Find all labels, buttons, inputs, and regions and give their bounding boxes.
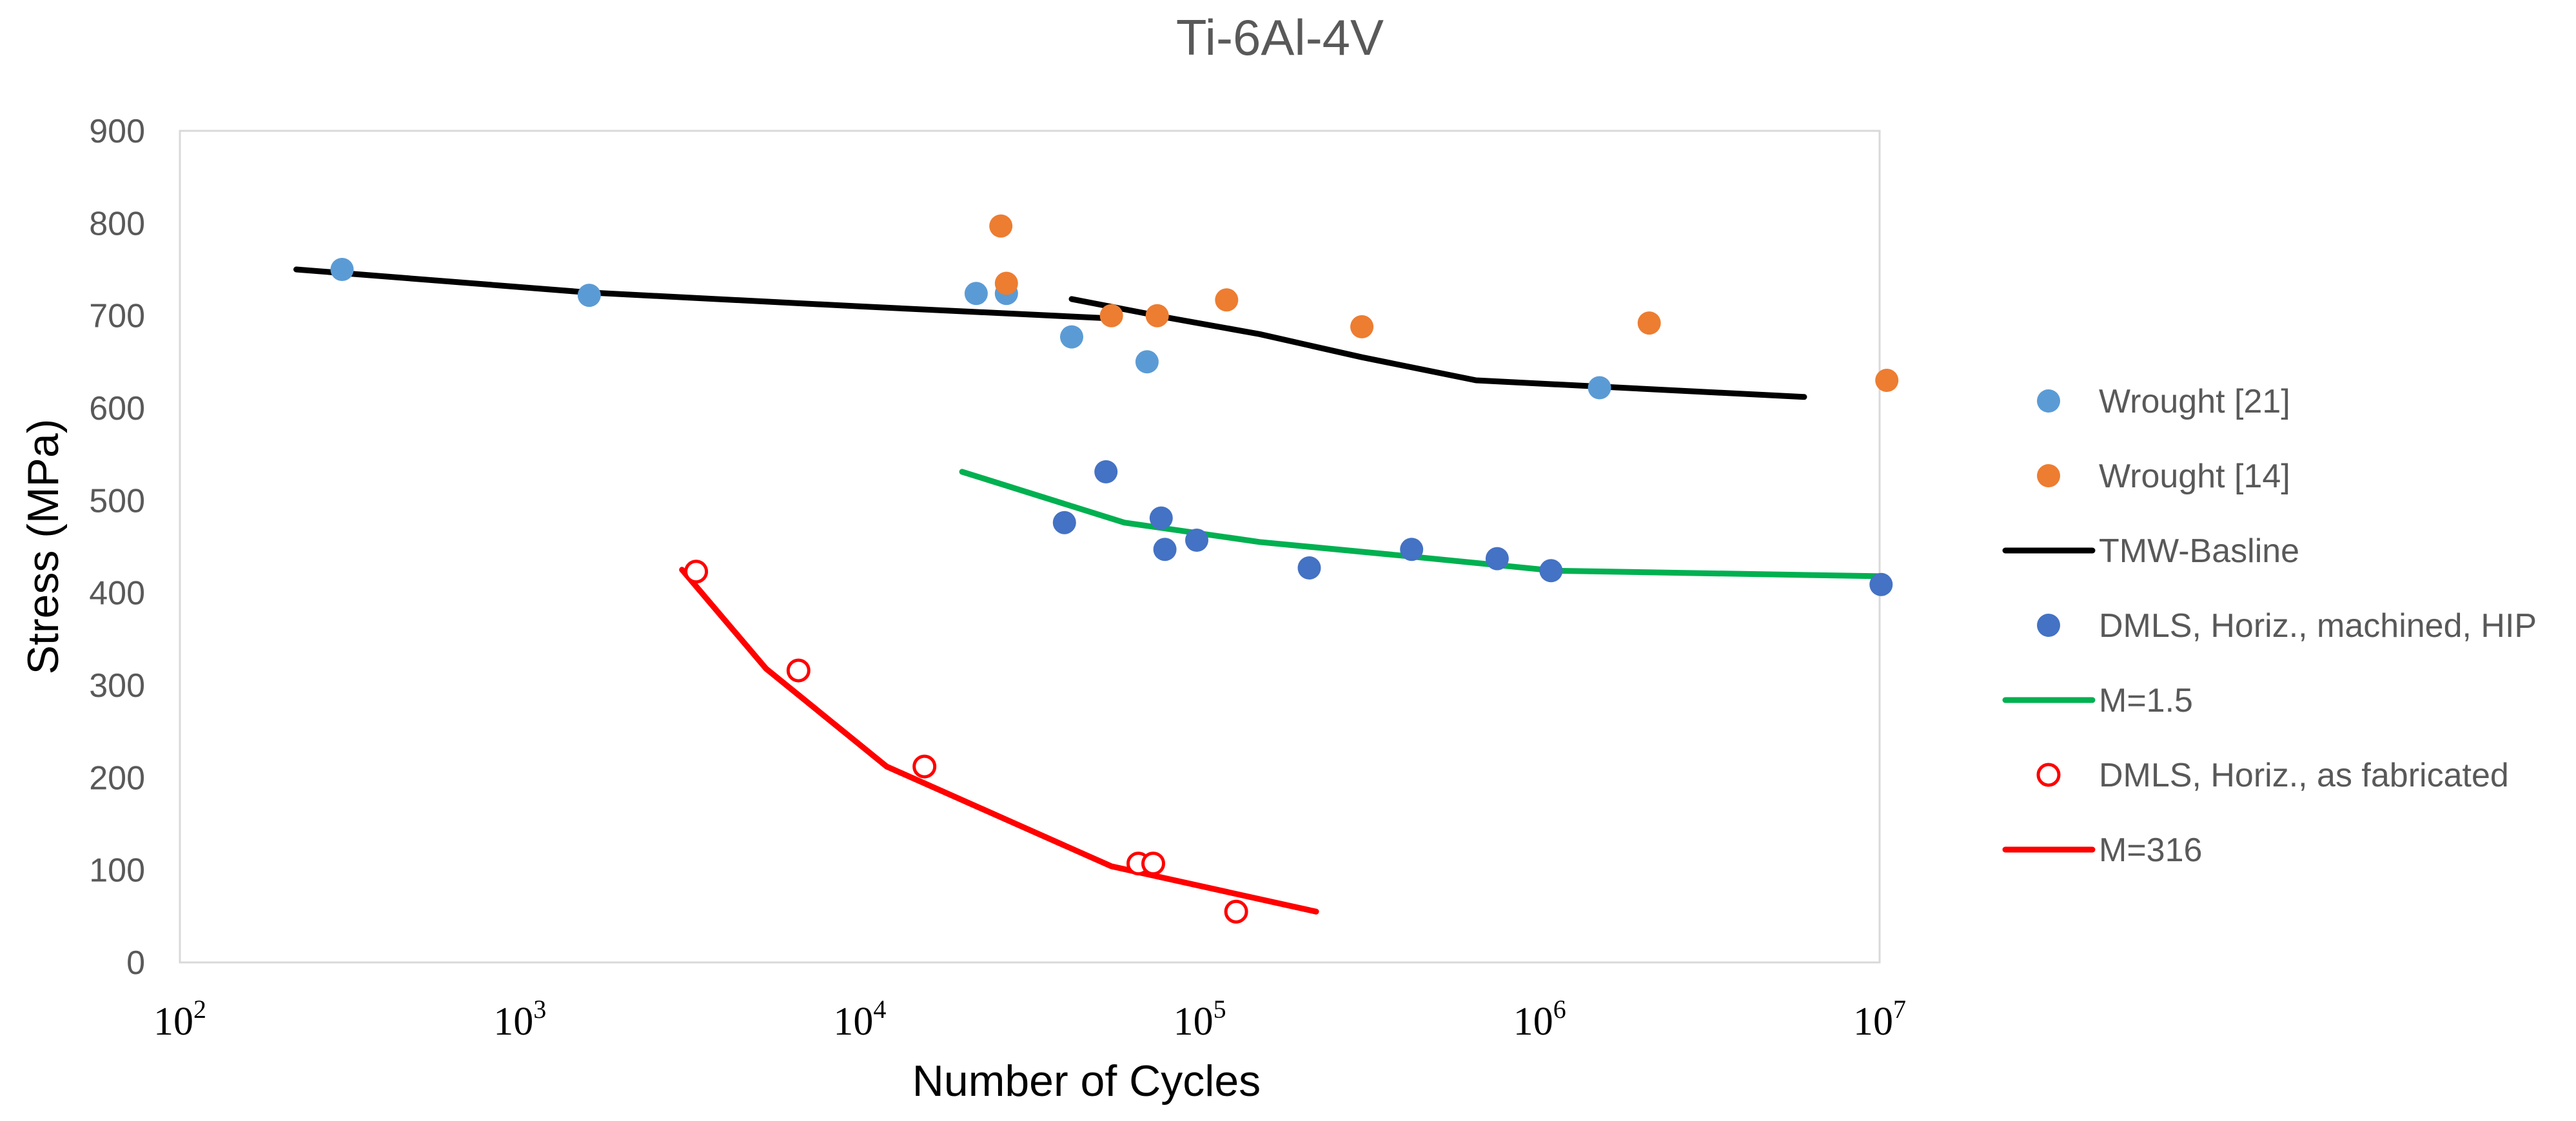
data-point bbox=[1350, 315, 1374, 338]
legend-item: M=1.5 bbox=[2002, 682, 2193, 719]
series-line-1 bbox=[959, 469, 1883, 580]
y-axis-ticks: 0 100 200 300 400 500 600 700 800 900 bbox=[89, 113, 145, 982]
y-tick-label: 800 bbox=[89, 205, 145, 242]
data-point bbox=[577, 284, 601, 307]
data-point bbox=[1141, 852, 1165, 876]
data-point bbox=[1875, 369, 1899, 392]
series-line-segment bbox=[293, 266, 1115, 322]
y-tick-label: 900 bbox=[89, 113, 145, 150]
legend-label: Wrought [21] bbox=[2099, 383, 2290, 420]
data-point bbox=[1869, 572, 1893, 596]
data-point bbox=[1149, 506, 1173, 530]
data-point bbox=[1400, 538, 1424, 561]
legend-label: Wrought [14] bbox=[2099, 458, 2290, 495]
x-tick-label: 103 bbox=[493, 995, 546, 1044]
y-tick-label: 700 bbox=[89, 298, 145, 335]
data-point bbox=[786, 658, 811, 683]
y-tick-label: 100 bbox=[89, 852, 145, 890]
legend-marker-swatch bbox=[2037, 614, 2060, 637]
legend-marker-swatch bbox=[2037, 389, 2060, 413]
y-tick-label: 300 bbox=[89, 667, 145, 705]
data-point bbox=[1588, 376, 1611, 400]
legend-item: Wrought [14] bbox=[2037, 458, 2290, 495]
data-point bbox=[684, 560, 709, 584]
legend-label: DMLS, Horiz., machined, HIP bbox=[2099, 607, 2537, 645]
x-tick-label: 102 bbox=[153, 995, 206, 1044]
plot-area bbox=[179, 130, 1881, 964]
legend-item: DMLS, Horiz., machined, HIP bbox=[2037, 607, 2537, 645]
data-point bbox=[1297, 556, 1321, 580]
data-point bbox=[1224, 899, 1248, 924]
data-point bbox=[964, 282, 988, 306]
y-tick-label: 200 bbox=[89, 759, 145, 797]
y-tick-label: 0 bbox=[126, 944, 145, 982]
legend-label: TMW-Basline bbox=[2099, 532, 2299, 570]
y-tick-label: 600 bbox=[89, 390, 145, 427]
legend-label: M=316 bbox=[2099, 832, 2202, 869]
legend-label: M=1.5 bbox=[2099, 682, 2193, 719]
series-markers-3 bbox=[684, 560, 1248, 924]
series-markers-1 bbox=[989, 214, 1899, 392]
x-tick-label: 107 bbox=[1853, 995, 1906, 1044]
x-tick-label: 104 bbox=[833, 995, 886, 1044]
data-point bbox=[1185, 529, 1208, 552]
legend-item: DMLS, Horiz., as fabricated bbox=[2036, 757, 2509, 794]
x-axis-title: Number of Cycles bbox=[912, 1057, 1261, 1106]
data-point bbox=[1485, 547, 1509, 570]
y-tick-label: 500 bbox=[89, 482, 145, 520]
data-point bbox=[989, 214, 1013, 238]
data-point bbox=[1060, 325, 1083, 349]
data-point bbox=[1153, 538, 1177, 561]
x-axis-ticks: 102 103 104 105 106 107 bbox=[153, 995, 1906, 1044]
data-point bbox=[1135, 350, 1159, 374]
data-point bbox=[1637, 311, 1661, 335]
series-line-segment bbox=[959, 469, 1883, 580]
data-point bbox=[912, 754, 937, 779]
data-point bbox=[1215, 288, 1239, 312]
legend: Wrought [21] Wrought [14] TMW-Basline DMLS,… bbox=[2002, 383, 2537, 869]
y-axis-title: Stress (MPa) bbox=[19, 419, 68, 675]
chart-title: Ti-6Al-4V bbox=[1176, 9, 1384, 66]
legend-item: Wrought [21] bbox=[2037, 383, 2290, 420]
x-tick-label: 105 bbox=[1174, 995, 1226, 1044]
legend-item: TMW-Basline bbox=[2002, 532, 2299, 570]
data-point bbox=[1145, 304, 1169, 327]
y-tick-label: 400 bbox=[89, 575, 145, 612]
data-point bbox=[1094, 460, 1118, 483]
series-line-2 bbox=[679, 567, 1319, 915]
series-line-segment bbox=[679, 567, 1319, 915]
data-point bbox=[1052, 511, 1076, 534]
legend-label: DMLS, Horiz., as fabricated bbox=[2099, 757, 2509, 794]
data-point bbox=[1539, 559, 1563, 583]
legend-marker-swatch bbox=[2037, 464, 2060, 487]
data-point bbox=[1099, 304, 1123, 327]
series-markers-2 bbox=[1052, 460, 1893, 596]
data-point bbox=[994, 271, 1018, 295]
legend-marker-swatch bbox=[2036, 763, 2061, 787]
legend-item: M=316 bbox=[2002, 832, 2202, 869]
data-point bbox=[330, 258, 354, 281]
series-layer bbox=[293, 214, 1899, 924]
x-tick-label: 106 bbox=[1513, 995, 1566, 1044]
